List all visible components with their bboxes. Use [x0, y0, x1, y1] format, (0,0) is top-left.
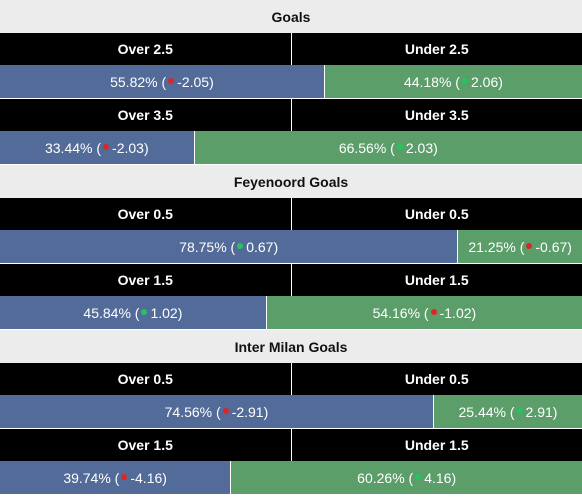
odds-change-value: 2.06: [470, 73, 499, 90]
market-header-row: Over 1.5 Under 1.5: [0, 429, 582, 461]
probability-value: 66.56%: [338, 139, 387, 156]
over-label: Over 1.5: [0, 264, 292, 296]
odds-change-value: 0.67: [246, 238, 274, 255]
under-label: Under 1.5: [404, 272, 469, 288]
trend-down-icon: [430, 309, 437, 315]
probability-bar-row: 55.82% (-2.05) 44.18% (2.06): [0, 65, 582, 99]
probability-value: 55.82%: [110, 73, 158, 90]
probability-value: 54.16%: [372, 304, 421, 321]
section-title: Goals: [0, 0, 582, 33]
trend-up-icon: [141, 309, 148, 315]
over-probability-bar[interactable]: 78.75% (0.67): [0, 230, 459, 263]
trend-up-icon: [415, 474, 422, 480]
over-label: Over 0.5: [0, 363, 292, 395]
probability-value: 74.56%: [164, 403, 213, 420]
over-probability-bar[interactable]: 45.84% (1.02): [0, 296, 267, 329]
probability-value: 60.26%: [357, 469, 405, 486]
under-label: Under 0.5: [404, 206, 469, 222]
over-probability-bar[interactable]: 55.82% (-2.05): [0, 65, 325, 98]
odds-change-value: 4.16: [424, 469, 452, 486]
probability-bar-row: 39.74% (-4.16) 60.26% (4.16): [0, 461, 582, 495]
odds-change-value: -2.03: [112, 139, 144, 156]
under-label: Under 3.5: [404, 107, 469, 123]
section-title: Feyenoord Goals: [0, 165, 582, 198]
trend-down-icon: [168, 78, 175, 84]
probability-bar-row: 45.84% (1.02) 54.16% (-1.02): [0, 296, 582, 330]
probability-bar-row: 33.44% (-2.03) 66.56% (2.03): [0, 131, 582, 165]
under-probability-bar[interactable]: 21.25% (-0.67): [458, 230, 582, 263]
probability-bar-row: 74.56% (-2.91) 25.44% (2.91): [0, 395, 582, 429]
under-label: Under 2.5: [404, 41, 469, 57]
market-header-row: Over 0.5 Under 0.5: [0, 363, 582, 395]
over-probability-bar[interactable]: 74.56% (-2.91): [0, 395, 434, 428]
over-probability-bar[interactable]: 39.74% (-4.16): [0, 461, 232, 494]
probability-value: 45.84%: [83, 304, 131, 321]
market-header-row: Over 1.5 Under 1.5: [0, 264, 582, 296]
trend-up-icon: [516, 408, 523, 414]
odds-change-value: -1.02: [439, 304, 472, 321]
under-probability-bar[interactable]: 54.16% (-1.02): [266, 296, 582, 329]
over-label: Over 3.5: [0, 99, 292, 131]
probability-value: 33.44%: [44, 139, 93, 156]
trend-down-icon: [526, 243, 533, 249]
probability-value: 21.25%: [468, 238, 516, 255]
trend-up-icon: [237, 243, 244, 249]
odds-change-value: -2.05: [177, 73, 210, 90]
odds-change-value: 1.02: [150, 304, 178, 321]
section-title: Inter Milan Goals: [0, 330, 582, 363]
under-probability-bar[interactable]: 44.18% (2.06): [324, 65, 582, 98]
under-label: Under 1.5: [404, 437, 469, 453]
trend-up-icon: [461, 78, 468, 84]
market-header-row: Over 2.5 Under 2.5: [0, 33, 582, 65]
market-header-row: Over 3.5 Under 3.5: [0, 99, 582, 131]
under-probability-bar[interactable]: 60.26% (4.16): [231, 461, 582, 494]
trend-down-icon: [103, 144, 110, 150]
odds-change-value: -2.91: [231, 403, 264, 420]
trend-down-icon: [222, 408, 229, 414]
over-label: Over 0.5: [0, 198, 292, 230]
over-probability-bar[interactable]: 33.44% (-2.03): [0, 131, 195, 164]
under-probability-bar[interactable]: 25.44% (2.91): [433, 395, 582, 428]
market-header-row: Over 0.5 Under 0.5: [0, 198, 582, 230]
odds-change-value: -0.67: [535, 238, 568, 255]
odds-change-value: -4.16: [130, 469, 163, 486]
probability-value: 78.75%: [179, 238, 227, 255]
trend-up-icon: [396, 144, 403, 150]
probability-bar-row: 78.75% (0.67) 21.25% (-0.67): [0, 230, 582, 264]
under-probability-bar[interactable]: 66.56% (2.03): [194, 131, 582, 164]
trend-down-icon: [121, 474, 128, 480]
probability-value: 39.74%: [63, 469, 111, 486]
probability-value: 25.44%: [458, 403, 506, 420]
probability-value: 44.18%: [403, 73, 452, 90]
over-label: Over 2.5: [0, 33, 292, 65]
odds-change-value: 2.91: [525, 403, 553, 420]
under-label: Under 0.5: [404, 371, 469, 387]
over-label: Over 1.5: [0, 429, 292, 461]
odds-change-value: 2.03: [405, 139, 434, 156]
